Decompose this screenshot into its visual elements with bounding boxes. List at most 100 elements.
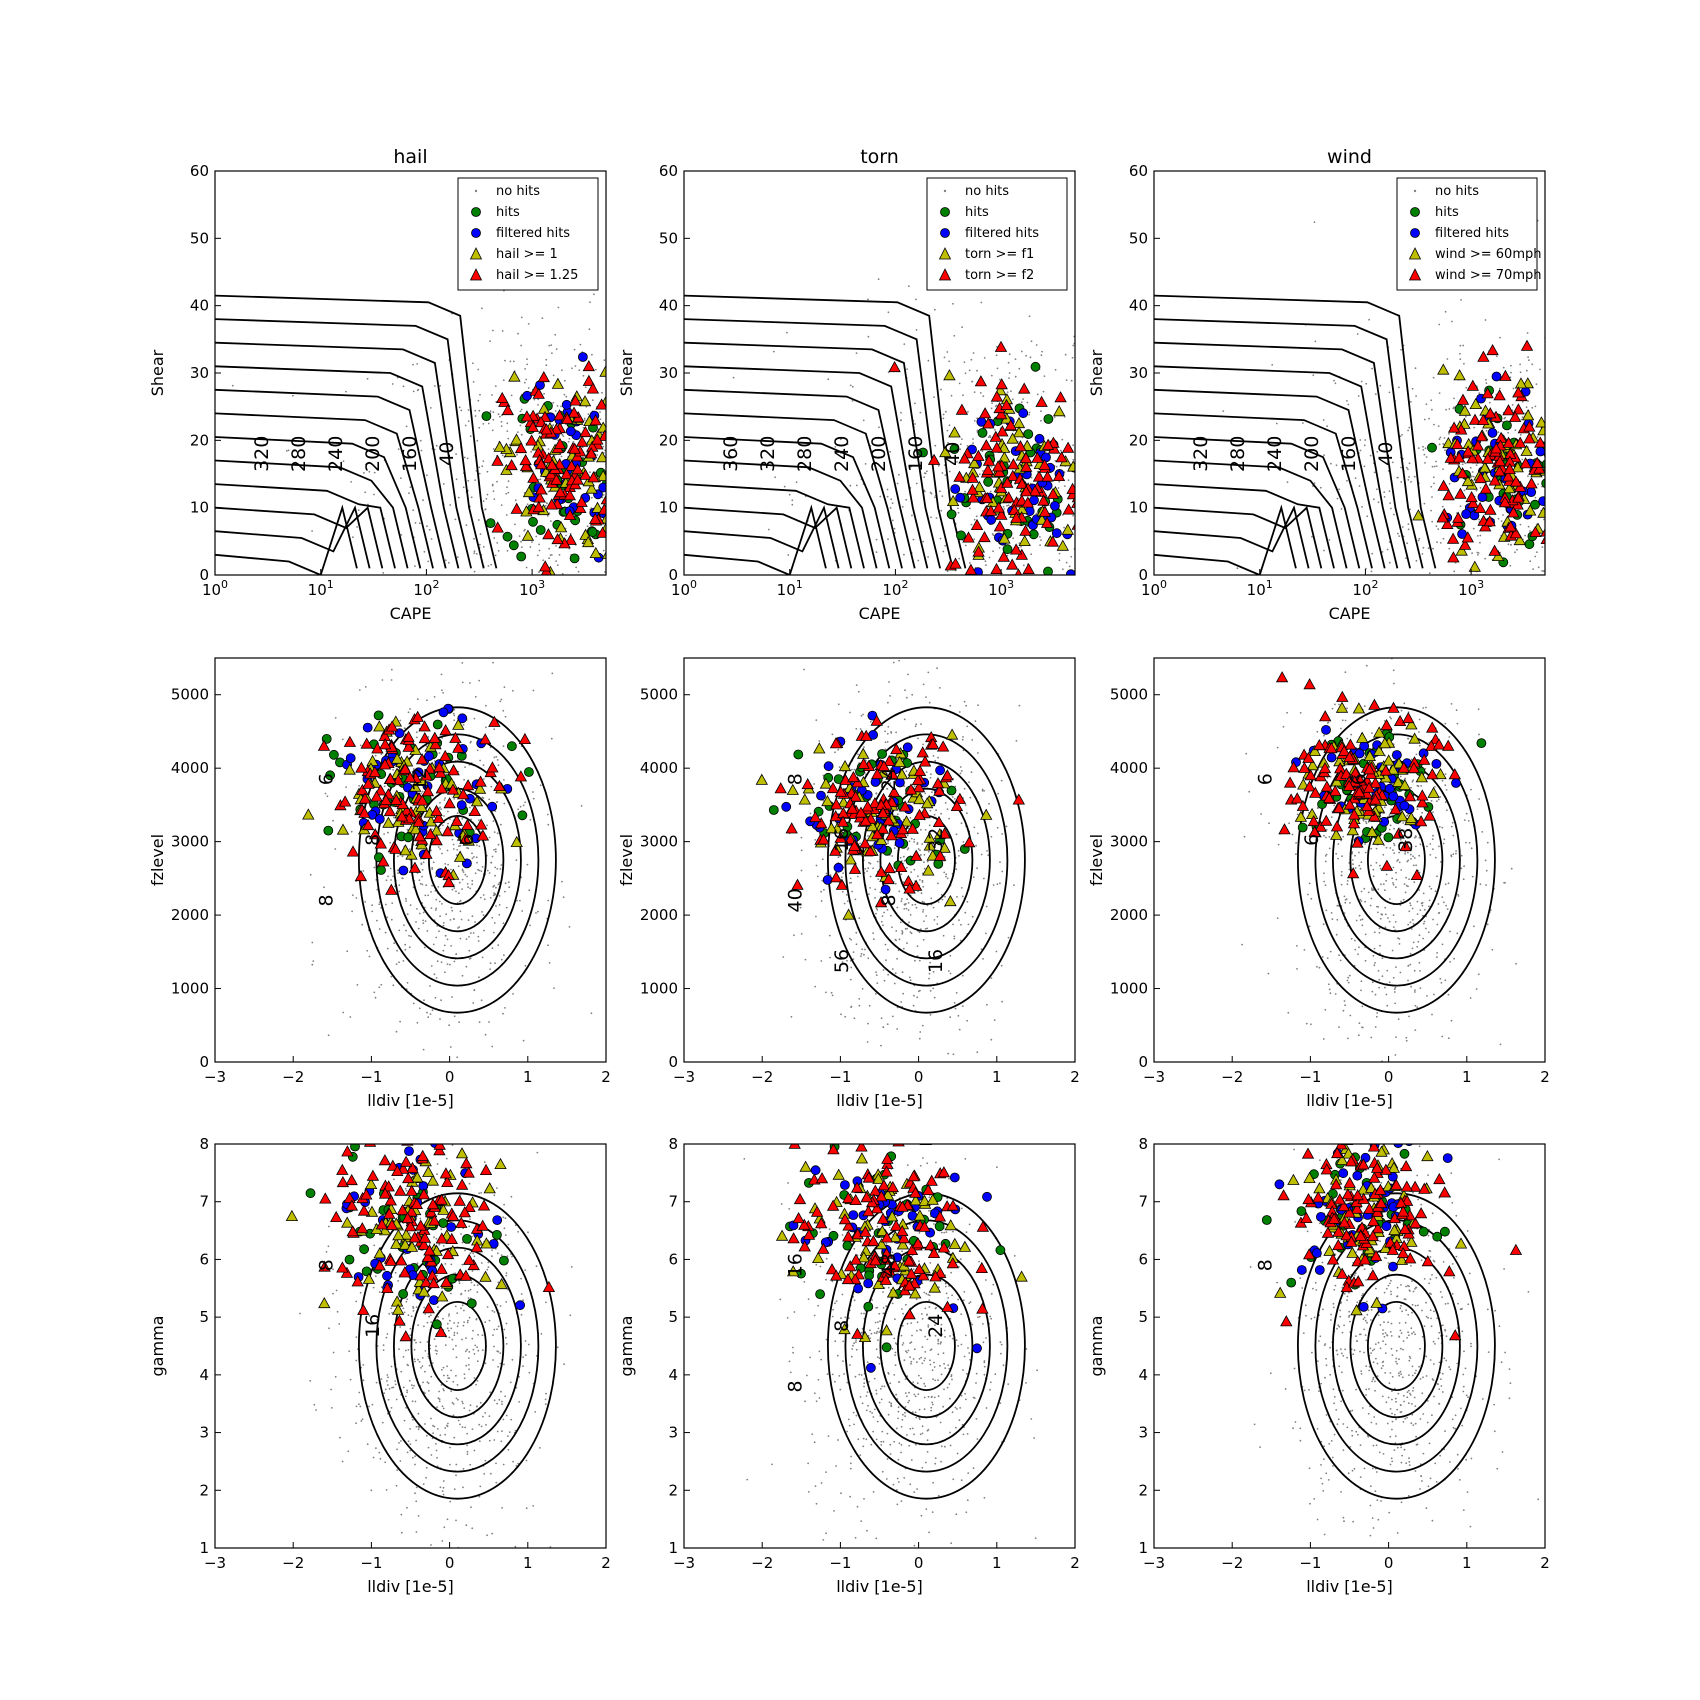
no-hits-point	[519, 899, 521, 902]
threshold2-point	[338, 795, 352, 807]
no-hits-point	[1539, 608, 1541, 610]
threshold2-point	[1015, 477, 1029, 489]
legend-entry: wind >= 70mph	[1435, 268, 1541, 283]
no-hits-point	[519, 424, 522, 427]
no-hits-point	[408, 934, 410, 937]
threshold2-point	[1006, 558, 1019, 570]
no-hits-point	[1649, 523, 1651, 525]
legend-marker	[940, 207, 950, 217]
contour-line	[684, 365, 929, 569]
no-hits-point	[1097, 506, 1099, 508]
no-hits-point	[868, 893, 870, 896]
no-hits-point	[555, 545, 557, 547]
no-hits-point	[831, 733, 834, 736]
no-hits-point	[1149, 578, 1151, 580]
threshold2-point	[622, 507, 633, 517]
no-hits-point	[716, 467, 718, 469]
no-hits-point	[1373, 498, 1375, 501]
no-hits-point	[476, 844, 478, 847]
no-hits-point	[439, 384, 441, 387]
x-axis-label: CAPE	[859, 604, 901, 623]
legend-marker	[1408, 247, 1422, 260]
no-hits-point	[494, 866, 497, 869]
no-hits-point	[1053, 416, 1056, 418]
no-hits-point	[548, 344, 551, 347]
no-hits-point	[482, 460, 485, 462]
no-hits-point	[610, 561, 612, 563]
no-hits-point	[512, 360, 515, 363]
no-hits-point	[500, 425, 503, 427]
threshold2-point	[626, 506, 637, 516]
threshold2-point	[876, 822, 890, 834]
threshold2-point	[385, 720, 399, 732]
no-hits-point	[1527, 475, 1529, 477]
no-hits-point	[1621, 580, 1623, 582]
no-hits-point	[561, 573, 564, 575]
no-hits-point	[1625, 447, 1627, 449]
threshold2-point	[1028, 484, 1042, 497]
no-hits-point	[476, 749, 479, 752]
no-hits-point	[1107, 383, 1109, 385]
no-hits-point	[1488, 401, 1491, 404]
no-hits-point	[589, 301, 591, 304]
no-hits-point	[1555, 621, 1557, 623]
no-hits-point	[1418, 537, 1421, 540]
no-hits-point	[1471, 618, 1473, 620]
no-hits-point	[611, 506, 613, 508]
no-hits-point	[1064, 353, 1067, 356]
threshold2-point	[491, 521, 504, 533]
threshold2-point	[1484, 503, 1497, 515]
no-hits-point	[995, 950, 998, 953]
no-hits-point	[1236, 567, 1239, 570]
no-hits-point	[342, 1011, 345, 1014]
no-hits-point	[889, 450, 892, 453]
no-hits-point	[582, 374, 585, 377]
contour-line	[844, 733, 1009, 987]
no-hits-point	[526, 358, 528, 360]
threshold2-point	[846, 802, 859, 814]
no-hits-point	[1590, 417, 1592, 419]
no-hits-point	[980, 853, 983, 856]
no-hits-point	[624, 421, 626, 423]
no-hits-point	[435, 444, 438, 447]
no-hits-point	[1569, 602, 1571, 604]
threshold2-point	[931, 777, 945, 789]
no-hits-point	[1101, 618, 1103, 620]
no-hits-point	[1365, 382, 1368, 385]
no-hits-point	[405, 900, 408, 902]
no-hits-point	[826, 587, 828, 589]
no-hits-point	[311, 963, 314, 966]
no-hits-point	[491, 855, 494, 858]
no-hits-point	[546, 515, 549, 517]
no-hits-point	[1118, 510, 1120, 512]
filtered-hits-point	[1526, 487, 1537, 498]
no-hits-point	[993, 1019, 996, 1021]
no-hits-point	[1083, 498, 1085, 500]
threshold1-point	[1469, 397, 1482, 410]
no-hits-point	[1001, 870, 1004, 873]
threshold1-point	[1056, 539, 1069, 551]
no-hits-point	[896, 482, 899, 485]
no-hits-point	[1428, 572, 1431, 575]
contour-label: 160	[399, 436, 421, 472]
threshold2-point	[433, 761, 446, 773]
no-hits-point	[1602, 531, 1604, 533]
no-hits-point	[558, 553, 561, 556]
no-hits-point	[973, 420, 976, 422]
no-hits-point	[526, 363, 528, 366]
no-hits-point	[1639, 370, 1641, 372]
no-hits-point	[623, 471, 625, 473]
threshold2-point	[913, 808, 926, 820]
no-hits-point	[1197, 627, 1199, 629]
no-hits-point	[378, 903, 381, 906]
no-hits-point	[506, 430, 509, 432]
no-hits-point	[673, 401, 675, 403]
no-hits-point	[1210, 485, 1212, 487]
no-hits-point	[882, 1026, 885, 1029]
no-hits-point	[853, 768, 856, 771]
threshold1-point	[1018, 534, 1031, 546]
no-hits-point	[859, 728, 862, 730]
no-hits-point	[845, 894, 848, 896]
threshold2-point	[598, 503, 606, 515]
no-hits-point	[1170, 512, 1172, 514]
